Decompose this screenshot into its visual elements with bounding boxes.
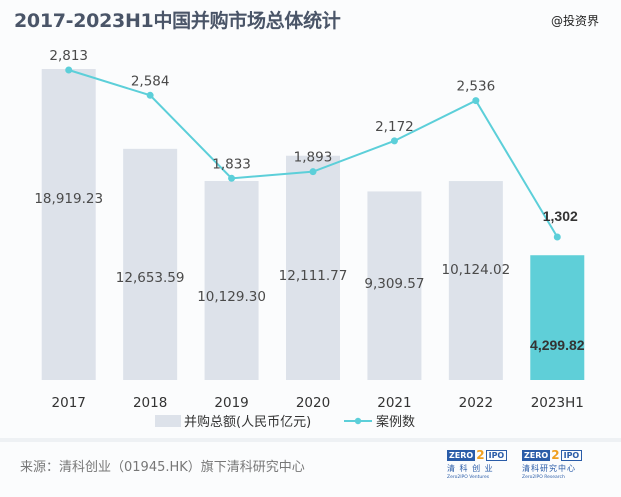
source-note: 来源：清科创业（01945.HK）旗下清科研究中心: [20, 460, 305, 475]
legend-line-marker: [354, 417, 362, 425]
legend-bar-label: 并购总额(人民币亿元): [184, 414, 311, 430]
legend-line-label: 案例数: [376, 415, 415, 430]
x-tick-label: 2023H1: [531, 395, 584, 411]
bar-value-label: 18,919.23: [34, 191, 103, 207]
bar-value-label: 9,309.57: [364, 276, 424, 292]
line-point-2017: [65, 66, 73, 74]
x-axis-ticks: 2017 2018 2019 2020 2021 2022 2023H1: [52, 395, 584, 411]
line-value-label: 1,302: [543, 208, 578, 224]
x-tick-label: 2018: [133, 395, 167, 411]
legend-bar-swatch: [155, 415, 181, 427]
chart: 18,919.23 12,653.59 10,129.30 12,111.77 9,30…: [34, 48, 585, 430]
bar-value-label: 10,129.30: [197, 289, 266, 305]
watermark: @投资界: [550, 14, 599, 28]
bar-label-group: 18,919.23 12,653.59 10,129.30 12,111.77 9,30…: [34, 191, 584, 353]
x-tick-label: 2020: [296, 395, 330, 411]
line-group: [65, 66, 561, 241]
bar-value-label: 10,124.02: [441, 262, 510, 278]
line-value-label: 2,813: [49, 48, 88, 64]
line-value-label: 1,893: [294, 150, 333, 166]
x-tick-label: 2022: [459, 395, 493, 411]
line-value-label: 2,172: [375, 119, 414, 135]
bar-value-label: 12,653.59: [116, 270, 185, 286]
x-tick-label: 2017: [52, 395, 86, 411]
line-point-2020: [309, 168, 317, 176]
line-point-2022: [472, 97, 480, 105]
line-point-2021: [390, 137, 398, 145]
line-point-2018: [146, 91, 154, 99]
bar-2019: [204, 180, 259, 380]
zero2ipo-ventures-logo: ZERO 2 IPO 清 科 创 业 Zero2IPO Ventures: [447, 449, 511, 484]
zero2ipo-research-logo: ZERO 2 IPO 清科研究中心 Zero2IPO Research: [522, 449, 586, 484]
bar-2018: [123, 148, 178, 380]
line-value-label: 2,584: [131, 73, 170, 89]
legend: 并购总额(人民币亿元) 案例数: [155, 414, 415, 430]
bar-2017: [41, 69, 96, 381]
line-label-group: 2,813 2,584 1,833 1,893 2,172 2,536 1,302: [49, 48, 578, 224]
footer-divider: [0, 438, 621, 442]
bar-value-label: 4,299.82: [530, 337, 585, 353]
line-value-label: 1,833: [212, 156, 251, 172]
x-tick-label: 2021: [377, 395, 411, 411]
line-point-2019: [228, 174, 236, 182]
line-point-2023H1: [553, 233, 561, 241]
chart-title: 2017-2023H1中国并购市场总体统计: [14, 10, 341, 32]
line-value-label: 2,536: [457, 79, 496, 95]
bar-group: [41, 69, 585, 381]
bar-2020: [286, 155, 340, 380]
bar-value-label: 12,111.77: [279, 268, 348, 284]
bar-2023H1: [530, 255, 585, 380]
bar-2022: [448, 181, 503, 380]
x-tick-label: 2019: [214, 395, 248, 411]
bar-2021: [367, 191, 422, 380]
